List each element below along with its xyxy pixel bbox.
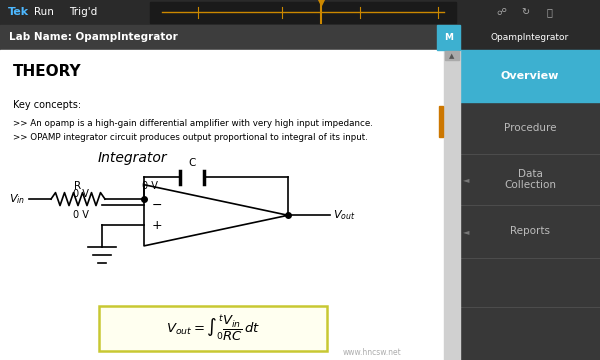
Text: Tek: Tek [8, 8, 29, 17]
Text: THEORY: THEORY [13, 64, 82, 79]
Text: R: R [74, 181, 82, 192]
Bar [445, 51, 459, 60]
Text: Run: Run [34, 8, 54, 17]
Text: ↻: ↻ [521, 8, 529, 17]
Text: ◄: ◄ [463, 175, 470, 184]
Text: OpampIntegrator: OpampIntegrator [491, 33, 569, 42]
Text: ⏻: ⏻ [546, 8, 552, 17]
Text: −: − [152, 199, 162, 212]
Text: Reports: Reports [510, 226, 550, 236]
Text: Overview: Overview [501, 71, 559, 81]
Text: >> OPAMP integrator circuit produces output proportional to integral of its inpu: >> OPAMP integrator circuit produces out… [13, 133, 368, 142]
Bar [150, 2, 456, 23]
Text: Collection: Collection [504, 180, 556, 190]
Text: Trig'd: Trig'd [69, 8, 97, 17]
Text: Data: Data [518, 169, 542, 179]
Text: 0 V: 0 V [73, 210, 89, 220]
Text: >> An opamp is a high-gain differential amplifier with very high input impedance: >> An opamp is a high-gain differential … [13, 119, 373, 128]
FancyBboxPatch shape [99, 306, 327, 351]
Text: Procedure: Procedure [504, 123, 556, 133]
Text: ◄: ◄ [463, 227, 470, 236]
Bar [444, 50, 460, 360]
Bar [0, 25, 460, 50]
Text: C: C [188, 158, 196, 168]
Text: ☍: ☍ [496, 8, 506, 17]
Bar [0, 0, 600, 25]
Text: ▲: ▲ [449, 53, 455, 59]
Text: $V_{out} = \int_0^t \dfrac{V_{in}}{RC}\,dt$: $V_{out} = \int_0^t \dfrac{V_{in}}{RC}\,… [166, 314, 260, 343]
Text: $V_{in}$: $V_{in}$ [9, 192, 25, 206]
Text: 0 V: 0 V [142, 181, 158, 192]
Text: Key concepts:: Key concepts: [13, 100, 82, 111]
Text: +: + [152, 219, 163, 232]
Bar [460, 50, 600, 103]
Bar [0, 50, 444, 360]
Text: $V_{out}$: $V_{out}$ [333, 208, 356, 222]
Bar [460, 50, 600, 360]
Text: M: M [444, 33, 453, 42]
Text: www.hncsw.net: www.hncsw.net [343, 348, 401, 357]
Bar [437, 25, 460, 50]
Text: Integrator: Integrator [97, 151, 167, 165]
Text: 0 V: 0 V [73, 189, 89, 199]
Bar [439, 105, 443, 136]
Text: Lab Name: OpampIntegrator: Lab Name: OpampIntegrator [9, 32, 178, 42]
